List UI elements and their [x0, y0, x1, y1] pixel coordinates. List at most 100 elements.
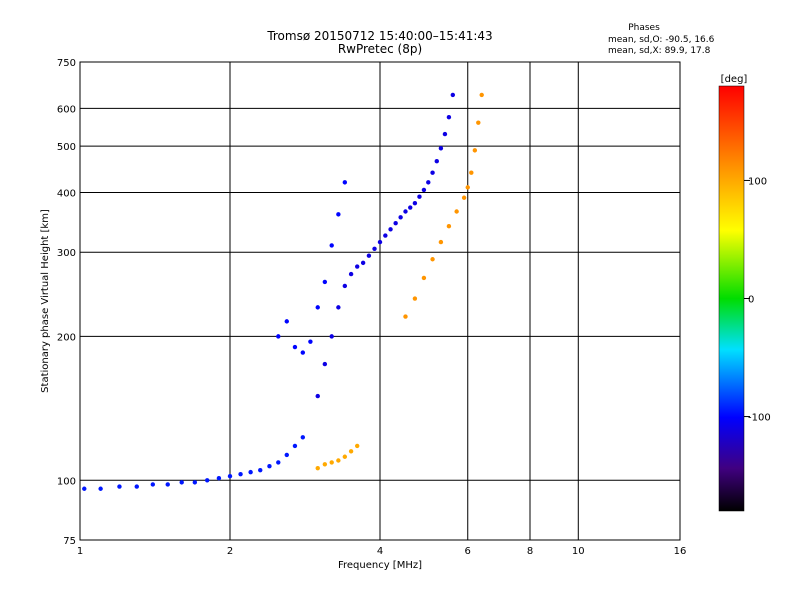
- echo-point: [372, 246, 377, 251]
- echo-point: [150, 482, 156, 487]
- x-tick-label: 1: [77, 546, 83, 557]
- echo-point: [300, 350, 306, 355]
- echo-point: [292, 344, 298, 350]
- y-tick-label: 400: [57, 188, 76, 199]
- echo-point: [454, 209, 459, 214]
- x-axis-label: Frequency [MHz]: [338, 560, 422, 571]
- echo-point: [329, 460, 334, 465]
- echo-point: [117, 484, 122, 489]
- echo-point: [479, 92, 484, 98]
- echo-point: [322, 361, 328, 367]
- echo-point: [165, 482, 170, 487]
- echo-point: [476, 120, 481, 125]
- grid-lines: [80, 62, 680, 540]
- echo-point: [82, 486, 87, 491]
- colorbar-label: [deg]: [721, 74, 748, 85]
- echo-point: [426, 180, 431, 185]
- echo-point: [417, 194, 422, 199]
- echo-point: [348, 271, 354, 277]
- phases-x-stats: mean, sd,X: 89.9, 17.8: [608, 46, 711, 56]
- echo-point: [472, 148, 478, 153]
- echo-point: [430, 257, 435, 262]
- echo-point: [412, 200, 418, 206]
- y-tick-label: 100: [57, 476, 76, 487]
- echo-point: [450, 92, 456, 98]
- echo-point: [438, 146, 444, 151]
- chart-title: Tromsø 20150712 15:40:00–15:41:43: [266, 29, 492, 43]
- x-tick-label: 8: [527, 546, 533, 557]
- echo-point: [421, 187, 427, 193]
- echo-point: [348, 449, 354, 454]
- echo-point: [292, 443, 298, 449]
- echo-point: [179, 480, 184, 485]
- y-tick-label: 750: [57, 58, 76, 69]
- echo-point: [329, 334, 334, 339]
- echo-point: [308, 339, 313, 344]
- echo-point: [98, 486, 103, 491]
- echo-point: [267, 464, 272, 469]
- echo-point: [461, 195, 467, 200]
- y-tick-label: 600: [57, 104, 76, 115]
- echo-point: [469, 170, 474, 175]
- echo-point: [315, 305, 320, 310]
- x-tick-label: 16: [674, 546, 687, 557]
- echo-point: [465, 185, 470, 190]
- y-tick-label: 300: [57, 248, 76, 259]
- echo-point: [430, 170, 435, 175]
- echo-point: [276, 460, 281, 465]
- echo-point: [258, 467, 263, 473]
- echo-point: [192, 480, 198, 485]
- echo-point: [336, 212, 341, 217]
- echo-point: [434, 159, 439, 164]
- echo-point: [342, 454, 348, 459]
- echo-point: [322, 462, 328, 467]
- x-tick-labels: 1 2 4 6 8 10 16: [77, 546, 687, 557]
- x-tick-label: 6: [465, 546, 471, 557]
- echo-point: [360, 260, 366, 266]
- echo-point: [383, 233, 388, 238]
- echo-point: [300, 435, 306, 440]
- x-tick-label: 2: [227, 546, 233, 557]
- echo-point: [204, 478, 210, 483]
- echo-point: [393, 221, 398, 226]
- x-tick-label: 4: [377, 546, 383, 557]
- y-tick-labels: 75 100 200 300 400 500 600 750: [57, 58, 76, 547]
- echo-point: [248, 469, 253, 475]
- echo-point: [276, 334, 281, 339]
- echo-point: [438, 239, 444, 245]
- colorbar: [718, 85, 745, 512]
- echo-point: [446, 114, 452, 120]
- echo-point: [412, 296, 418, 301]
- echo-point: [322, 279, 328, 285]
- echo-point: [342, 283, 348, 289]
- echo-point: [284, 319, 289, 324]
- x-tick-label: 10: [572, 546, 585, 557]
- colorbar-tick-label: -100: [748, 413, 771, 424]
- echo-point: [366, 253, 372, 258]
- echo-point: [446, 224, 452, 229]
- echo-point: [442, 131, 448, 137]
- chart-subtitle: RwPretec (8p): [338, 42, 422, 56]
- echo-point: [329, 243, 334, 248]
- echo-point: [315, 393, 320, 399]
- y-tick-label: 500: [57, 142, 76, 153]
- colorbar-ticks: 100 0 -100: [744, 176, 771, 424]
- echo-point: [354, 443, 360, 449]
- colorbar-tick-label: 0: [748, 295, 754, 306]
- echo-point: [388, 227, 393, 232]
- echo-point: [216, 476, 222, 481]
- echo-point: [421, 275, 427, 281]
- echo-point: [398, 215, 403, 220]
- echo-point: [284, 452, 289, 458]
- echo-point: [342, 180, 348, 185]
- echo-points: [82, 92, 484, 491]
- y-tick-label: 200: [57, 332, 76, 343]
- echo-point: [238, 471, 243, 477]
- echo-point: [408, 205, 413, 210]
- y-axis-label: Stationary phase Virtual Height [km]: [40, 209, 51, 393]
- echo-point: [315, 465, 320, 471]
- echo-point: [227, 473, 233, 479]
- echo-point: [403, 209, 408, 214]
- echo-point: [377, 239, 383, 245]
